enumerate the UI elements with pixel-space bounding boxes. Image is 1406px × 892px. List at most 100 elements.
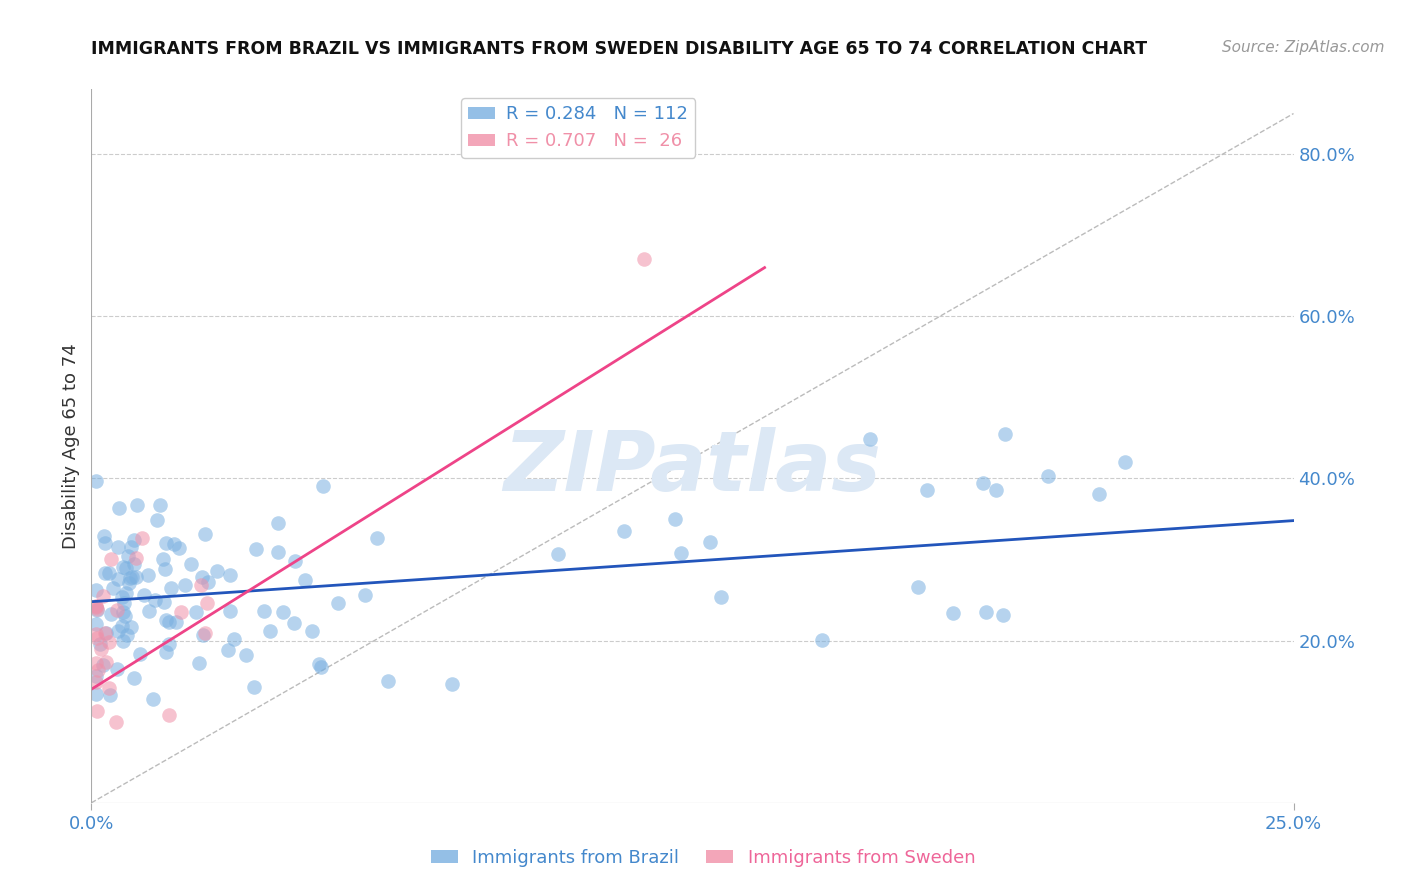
Text: ZIPatlas: ZIPatlas xyxy=(503,427,882,508)
Point xyxy=(859,432,882,446)
Point xyxy=(942,606,965,620)
Point xyxy=(308,657,330,671)
Legend: R = 0.284   N = 112, R = 0.707   N =  26: R = 0.284 N = 112, R = 0.707 N = 26 xyxy=(461,98,696,158)
Point xyxy=(122,671,145,685)
Point xyxy=(191,570,214,584)
Point xyxy=(84,669,107,683)
Point xyxy=(972,475,994,490)
Point xyxy=(907,580,929,594)
Point xyxy=(120,571,142,585)
Point xyxy=(146,513,169,527)
Point xyxy=(354,588,377,602)
Point xyxy=(84,599,107,613)
Point xyxy=(117,549,139,564)
Point xyxy=(108,500,131,515)
Point xyxy=(188,656,211,670)
Point xyxy=(267,545,290,559)
Point xyxy=(105,602,128,616)
Point xyxy=(136,567,159,582)
Point xyxy=(245,541,267,556)
Point xyxy=(122,557,145,571)
Point xyxy=(377,673,399,688)
Point xyxy=(98,681,121,695)
Point xyxy=(107,541,129,555)
Point xyxy=(664,512,686,526)
Point xyxy=(294,573,316,587)
Point xyxy=(633,252,655,267)
Point xyxy=(165,615,187,629)
Point xyxy=(152,551,174,566)
Point xyxy=(259,624,281,639)
Point xyxy=(190,578,212,592)
Point xyxy=(111,560,134,574)
Point xyxy=(710,590,733,604)
Point xyxy=(100,552,122,566)
Point xyxy=(195,596,218,610)
Point xyxy=(283,616,305,631)
Point xyxy=(153,562,176,576)
Point xyxy=(127,498,149,512)
Point xyxy=(441,677,464,691)
Point xyxy=(205,564,228,578)
Point xyxy=(112,605,135,619)
Point xyxy=(194,526,217,541)
Point xyxy=(84,600,107,615)
Point xyxy=(86,602,108,616)
Point xyxy=(115,628,138,642)
Point xyxy=(219,568,242,582)
Point xyxy=(90,642,112,657)
Point xyxy=(152,595,174,609)
Point xyxy=(89,637,111,651)
Point xyxy=(93,566,115,581)
Point xyxy=(86,603,108,617)
Point xyxy=(699,535,721,549)
Point xyxy=(131,531,153,545)
Point xyxy=(1114,455,1136,469)
Point xyxy=(94,626,117,640)
Point xyxy=(242,680,264,694)
Point xyxy=(915,483,938,498)
Point xyxy=(194,626,217,640)
Point xyxy=(155,644,177,658)
Legend: Immigrants from Brazil, Immigrants from Sweden: Immigrants from Brazil, Immigrants from … xyxy=(423,842,983,874)
Point xyxy=(811,632,834,647)
Point xyxy=(124,551,146,566)
Point xyxy=(217,643,239,657)
Point xyxy=(267,516,290,531)
Text: IMMIGRANTS FROM BRAZIL VS IMMIGRANTS FROM SWEDEN DISABILITY AGE 65 TO 74 CORRELA: IMMIGRANTS FROM BRAZIL VS IMMIGRANTS FRO… xyxy=(91,40,1147,58)
Point xyxy=(994,426,1017,441)
Point xyxy=(105,662,128,676)
Point xyxy=(107,572,129,586)
Point xyxy=(366,531,388,545)
Point xyxy=(309,659,332,673)
Point xyxy=(96,626,118,640)
Point xyxy=(671,545,693,559)
Point xyxy=(93,528,115,542)
Point xyxy=(118,575,141,590)
Point xyxy=(613,524,636,538)
Point xyxy=(134,588,156,602)
Point xyxy=(84,687,107,701)
Point xyxy=(84,675,107,690)
Point xyxy=(157,707,180,722)
Point xyxy=(143,592,166,607)
Point xyxy=(84,616,107,631)
Point xyxy=(284,554,307,568)
Text: Source: ZipAtlas.com: Source: ZipAtlas.com xyxy=(1222,40,1385,55)
Point xyxy=(218,604,240,618)
Point xyxy=(180,557,202,571)
Point xyxy=(91,657,114,672)
Point xyxy=(326,595,349,609)
Point xyxy=(105,714,128,729)
Point xyxy=(1036,468,1059,483)
Point xyxy=(122,533,145,547)
Point xyxy=(191,628,214,642)
Point xyxy=(991,607,1014,622)
Point xyxy=(84,583,107,598)
Point xyxy=(167,541,190,556)
Point xyxy=(98,689,121,703)
Point xyxy=(222,632,245,647)
Point xyxy=(138,604,160,618)
Point xyxy=(86,704,108,718)
Point xyxy=(100,607,122,621)
